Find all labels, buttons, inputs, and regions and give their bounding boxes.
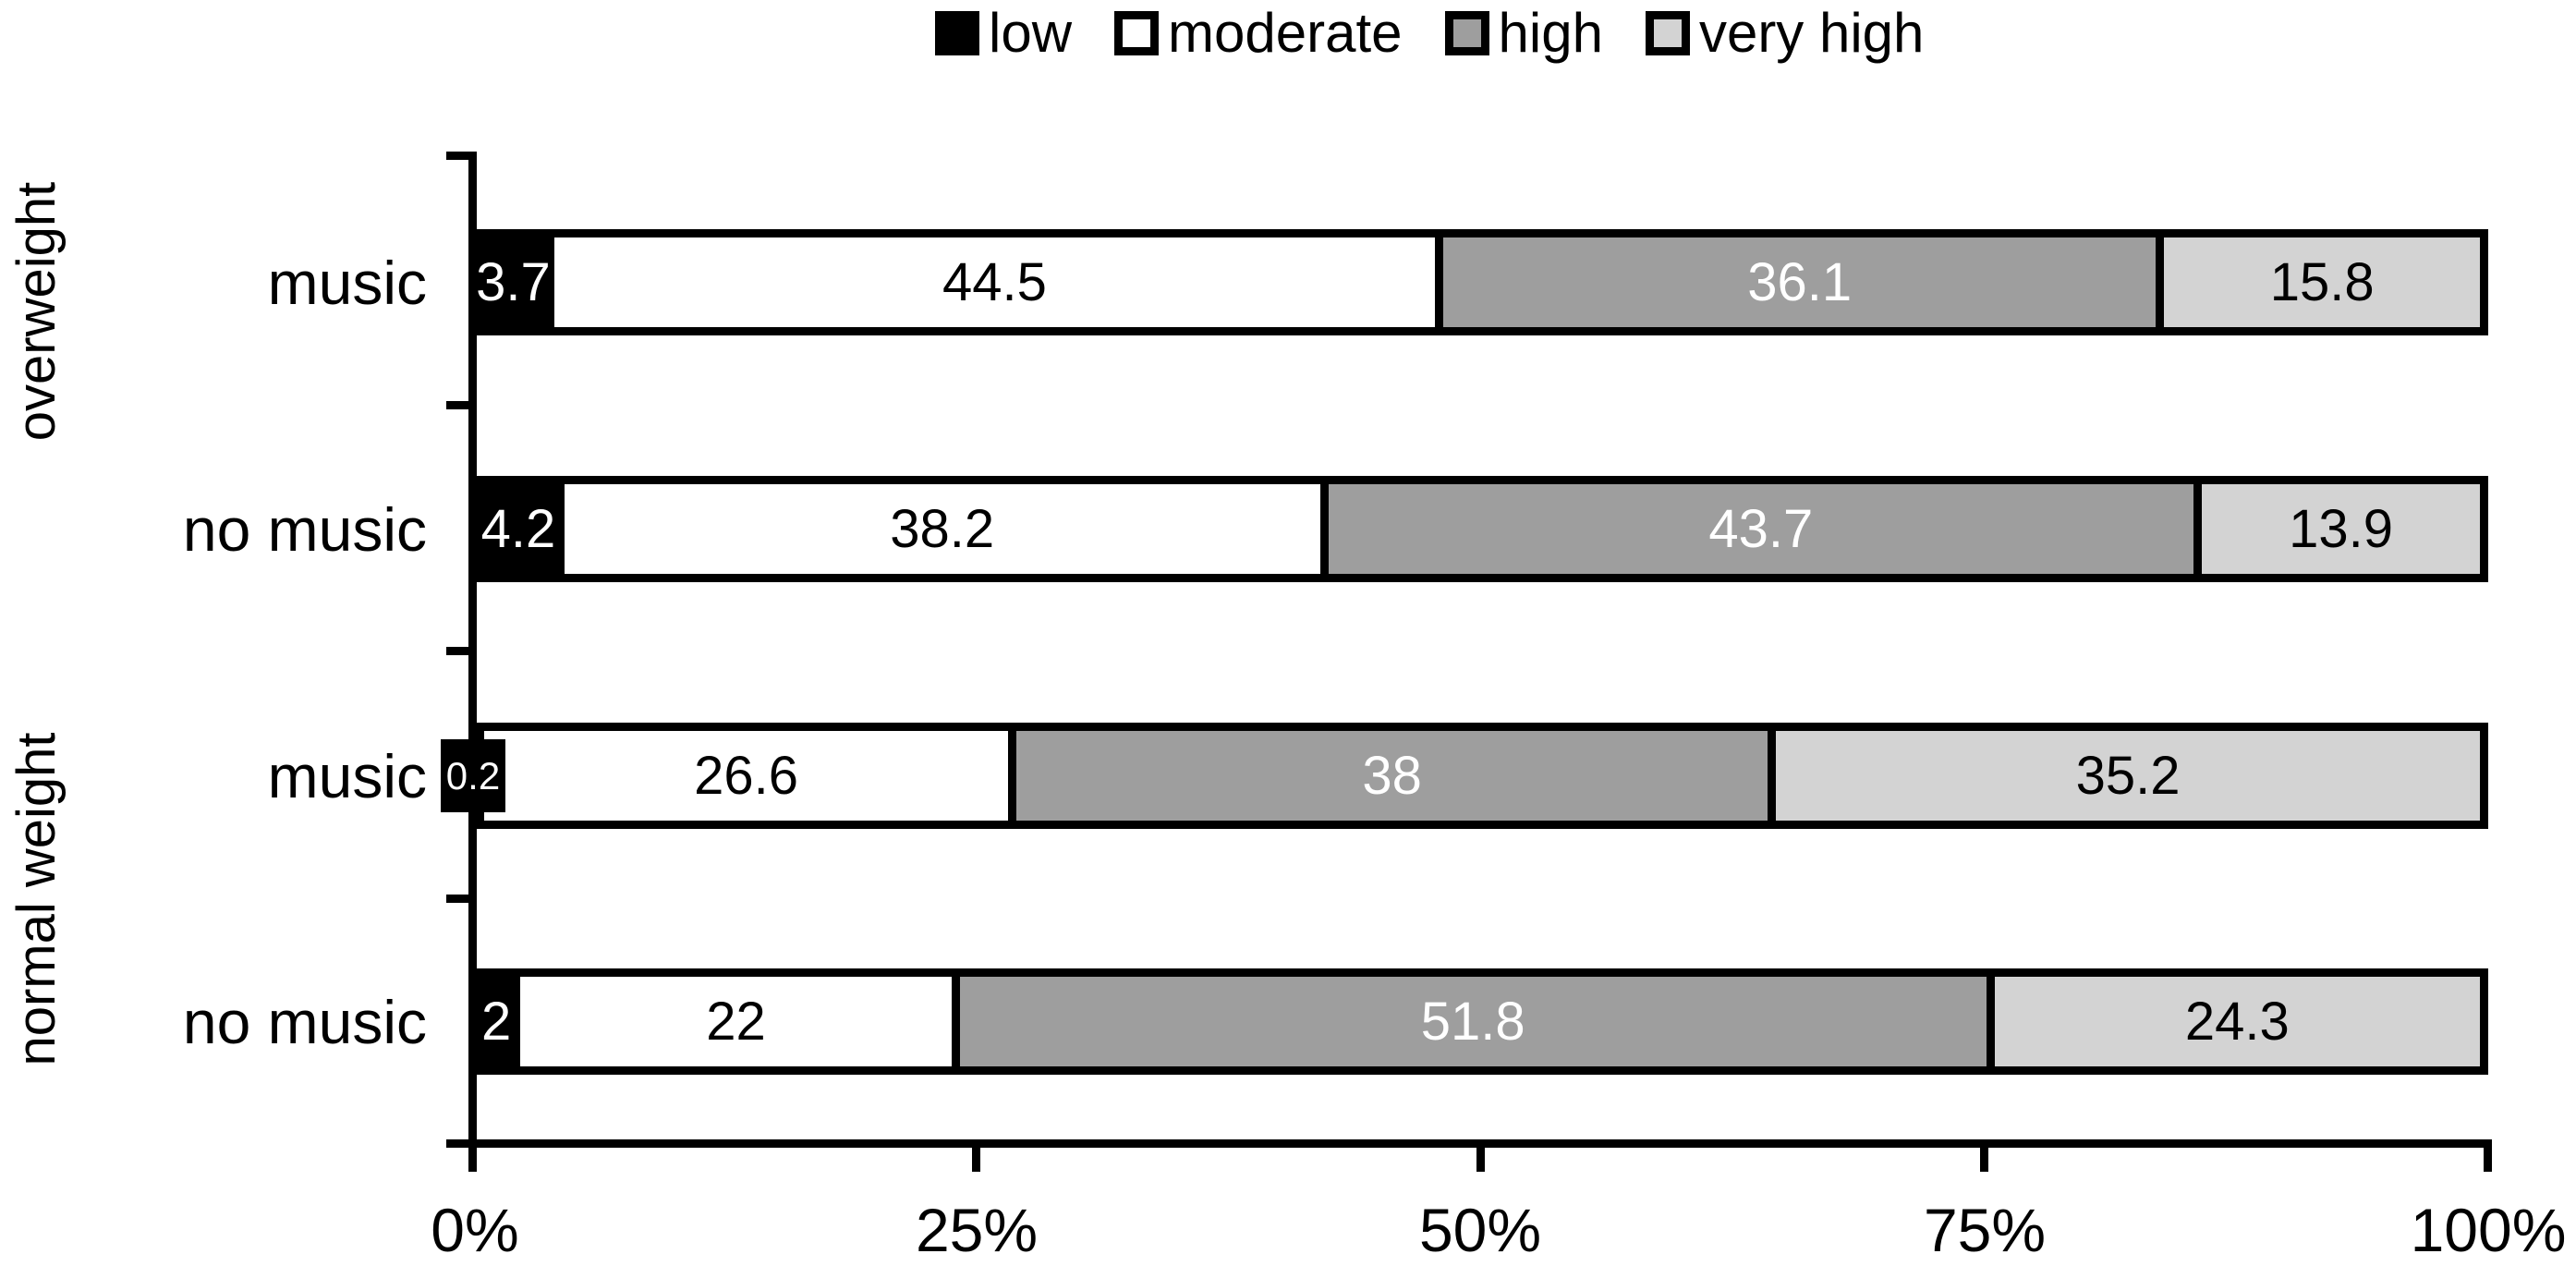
segment-value-label: 2 [480,991,512,1052]
bar-segment-moderate: 38.2 [564,484,1329,574]
x-axis-tick [2484,1148,2492,1172]
legend-item-very-high: very high [1645,2,1925,64]
segment-value-label: 51.8 [1420,991,1525,1052]
legend-swatch-moderate-icon [1114,11,1160,55]
segment-value-label: 38.2 [890,498,995,559]
bar-segment-very-high: 15.8 [2164,237,2480,327]
segment-value-label: 35.2 [2075,745,2181,806]
bar-category-label: music [267,248,427,317]
y-axis-tick [446,895,472,903]
bar-segment-high: 36.1 [1443,237,2165,327]
bar-segment-low: 2 [480,977,521,1066]
bar-segment-very-high: 35.2 [1776,731,2480,821]
legend-swatch-very-high-icon [1645,11,1690,55]
bar-segment-moderate: 26.6 [484,731,1016,821]
legend-item-moderate: moderate [1114,2,1403,64]
x-tick-label: 75% [1923,1196,2047,1264]
legend: low moderate high very high [935,6,1924,61]
x-tick-label: 25% [915,1196,1039,1264]
bar-segment-very-high: 13.9 [2202,484,2480,574]
bar-segment-high: 38 [1015,731,1777,821]
y-axis-tick [446,647,472,655]
y-axis-line [468,152,477,1148]
legend-item-low: low [935,6,1072,61]
bar-category-label: no music [182,987,427,1056]
bar-segment-high: 43.7 [1328,484,2203,574]
x-tick-label: 100% [2410,1196,2567,1264]
bar-segment-low: 4.2 [480,484,565,574]
legend-label: low [989,2,1073,64]
segment-value-label: 4.2 [480,498,556,559]
segment-value-label: 38 [1362,745,1422,806]
bar-segment-moderate: 44.5 [553,237,1443,327]
segment-value-label: 26.6 [694,745,799,806]
bar-segment-very-high: 24.3 [1994,977,2480,1066]
bar-category-label: no music [182,494,427,564]
segment-value-label: 36.1 [1747,251,1853,312]
bar-segment-low: 3.7 [476,237,554,327]
y-axis-tick [446,401,472,409]
x-axis-tick [1476,1148,1485,1172]
stacked-bar: 4.2 38.2 43.7 13.9 [472,476,2488,582]
bar-segment-high: 51.8 [959,977,1995,1066]
stacked-bar: 2 22 51.8 24.3 [472,968,2488,1075]
segment-value-label: 3.7 [476,251,551,312]
stacked-bar: 3.7 44.5 36.1 15.8 [472,229,2488,335]
x-axis-line [446,1139,2492,1148]
bar-segment-moderate: 22 [520,977,960,1066]
x-tick-label: 50% [1418,1196,1542,1264]
segment-value-label: 24.3 [2184,991,2290,1052]
bar-category-label: music [267,741,427,810]
x-axis-tick [972,1148,980,1172]
legend-item-high: high [1444,2,1603,64]
segment-value-label: 15.8 [2269,251,2375,312]
segment-value-label: 13.9 [2289,498,2393,559]
segment-value-label-small: 0.2 [441,739,505,812]
legend-swatch-low-icon [935,11,979,55]
legend-label: high [1498,2,1603,64]
x-axis-tick [1980,1148,1988,1172]
x-axis-tick [468,1148,477,1172]
x-tick-label: 0% [431,1196,519,1264]
legend-label: moderate [1168,2,1403,64]
segment-value-label: 22 [706,991,766,1052]
y-axis-tick [446,152,472,160]
segment-value-label: 44.5 [942,251,1047,312]
legend-label: very high [1698,2,1925,64]
segment-value-label: 43.7 [1708,498,1814,559]
stacked-bar: 0.2 26.6 38 35.2 [441,723,2488,829]
legend-swatch-high-icon [1444,11,1489,55]
